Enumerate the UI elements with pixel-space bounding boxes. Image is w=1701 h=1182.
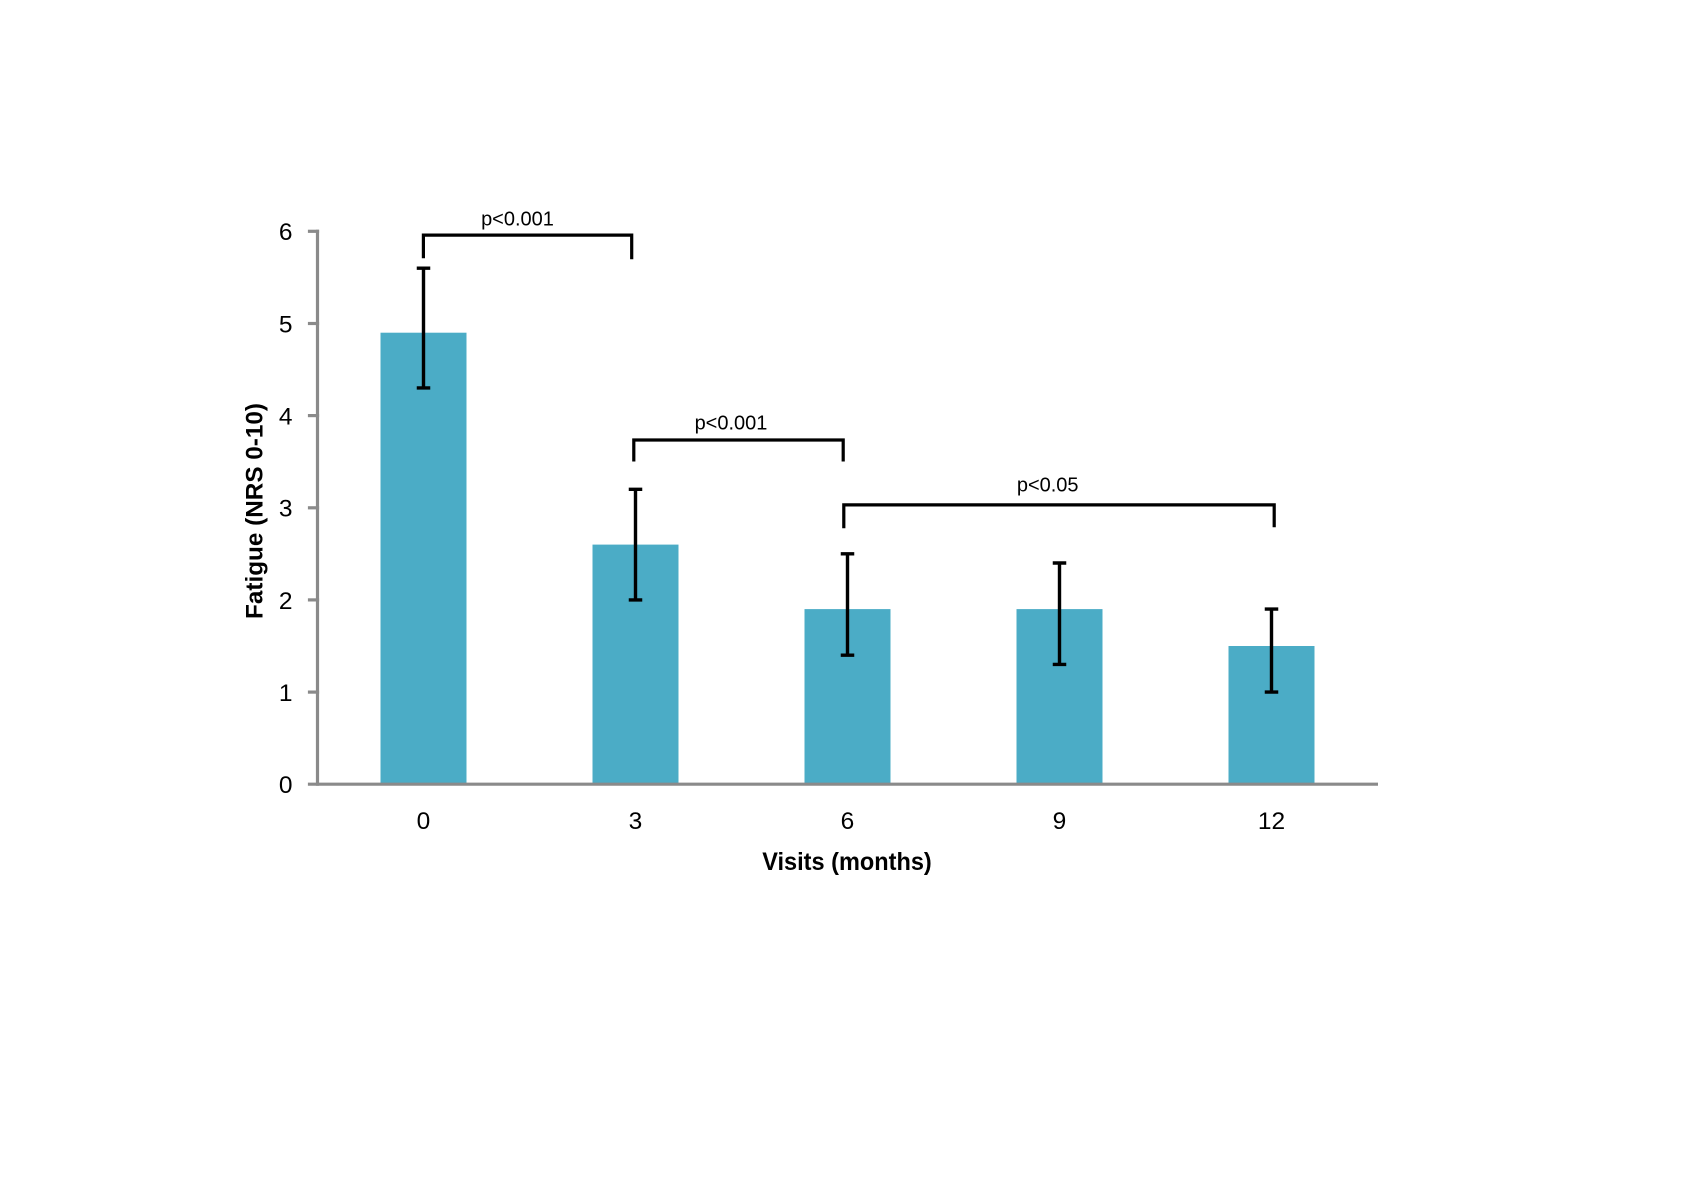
svg-text:Visits (months): Visits (months) xyxy=(762,848,932,876)
svg-text:1: 1 xyxy=(279,680,293,707)
svg-text:4: 4 xyxy=(279,404,293,431)
svg-text:3: 3 xyxy=(629,808,643,835)
svg-text:6: 6 xyxy=(841,808,855,835)
svg-text:p<0.05: p<0.05 xyxy=(1017,475,1079,497)
svg-text:9: 9 xyxy=(1053,808,1067,835)
svg-text:2: 2 xyxy=(279,588,293,615)
svg-text:p<0.001: p<0.001 xyxy=(481,209,554,231)
svg-text:3: 3 xyxy=(279,496,293,523)
svg-text:5: 5 xyxy=(279,311,293,338)
svg-text:0: 0 xyxy=(417,808,431,835)
svg-text:12: 12 xyxy=(1258,808,1285,835)
svg-text:Fatigue (NRS 0-10): Fatigue (NRS 0-10) xyxy=(242,403,269,619)
svg-text:6: 6 xyxy=(279,219,293,246)
svg-text:0: 0 xyxy=(279,772,293,799)
svg-text:p<0.001: p<0.001 xyxy=(695,413,768,435)
